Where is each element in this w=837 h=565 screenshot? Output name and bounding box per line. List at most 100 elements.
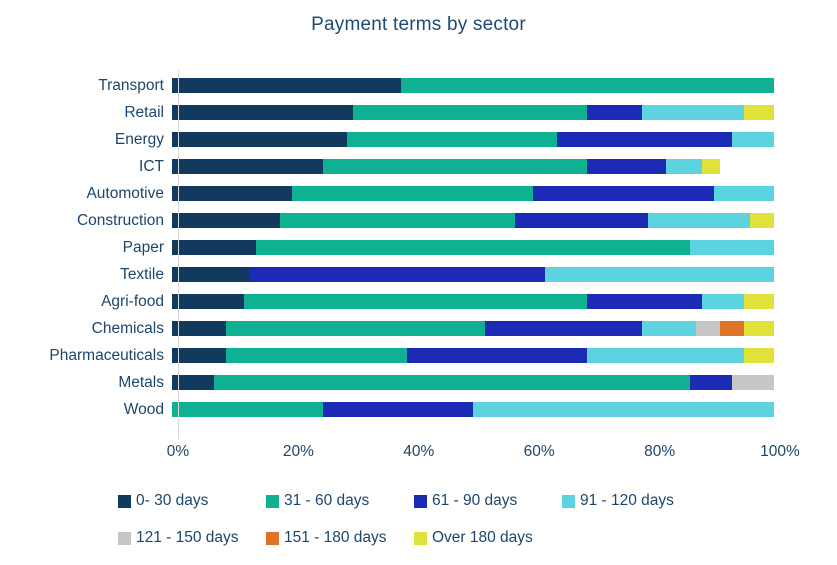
legend-item: 151 - 180 days <box>266 529 414 547</box>
chart-row: Retail <box>0 99 780 126</box>
category-label: Metals <box>118 373 164 391</box>
chart-row: Pharmaceuticals <box>0 342 780 369</box>
bar-segment <box>250 267 546 282</box>
bar-track <box>172 105 774 120</box>
legend-item: 121 - 150 days <box>118 529 266 547</box>
x-tick-label: 20% <box>282 443 314 460</box>
bar-segment <box>701 159 720 174</box>
bar-track <box>172 294 774 309</box>
bar-segment <box>244 294 588 309</box>
bar-segment <box>533 186 714 201</box>
bar-segment <box>172 159 323 174</box>
chart-row: Agri-food <box>0 288 780 315</box>
bar-track <box>172 267 774 282</box>
bar-segment <box>743 294 774 309</box>
chart-row: Automotive <box>0 180 780 207</box>
bar-segment <box>719 321 744 336</box>
chart-title: Payment terms by sector <box>311 14 526 35</box>
chart-row: Wood <box>0 396 780 423</box>
bar-segment <box>647 213 750 228</box>
bar-segment <box>557 132 732 147</box>
bar-segment <box>689 240 774 255</box>
category-label: Automotive <box>86 184 164 202</box>
bar-segment <box>280 213 516 228</box>
x-axis: 0% 20% 40% 60% 80% 100% <box>167 443 800 463</box>
legend-row-2: 121 - 150 days 151 - 180 days Over 180 day… <box>118 529 562 547</box>
bar-segment <box>400 78 774 93</box>
legend-label: Over 180 days <box>432 529 533 546</box>
bar-segment <box>172 321 227 336</box>
bar-segment <box>587 348 744 363</box>
bar-segment <box>473 402 774 417</box>
category-label: Construction <box>76 211 164 229</box>
bar-segment <box>743 105 774 120</box>
bar-segment <box>485 321 642 336</box>
legend-swatch <box>266 531 279 545</box>
x-tick-label: 60% <box>523 443 555 460</box>
bar-segment <box>731 132 774 147</box>
bar-segment <box>406 348 588 363</box>
legend-item: 61 - 90 days <box>414 492 562 510</box>
bar-track <box>172 402 774 417</box>
bar-segment <box>172 375 215 390</box>
legend-label: 91 - 120 days <box>580 492 674 509</box>
bar-segment <box>352 105 588 120</box>
bar-segment <box>346 132 558 147</box>
category-label: Paper <box>122 238 164 256</box>
legend-swatch <box>118 531 131 545</box>
bar-track <box>172 240 774 255</box>
x-tick-label: 80% <box>644 443 676 460</box>
bar-segment <box>256 240 690 255</box>
bar-segment <box>695 321 720 336</box>
bar-track <box>172 348 774 363</box>
bar-segment <box>292 186 534 201</box>
bar-segment <box>701 294 744 309</box>
chart-row: ICT <box>0 153 780 180</box>
bar-segment <box>545 267 774 282</box>
legend-label: 121 - 150 days <box>136 529 239 546</box>
bar-segment <box>713 186 774 201</box>
bar-segment <box>749 213 774 228</box>
bar-segment <box>172 267 251 282</box>
bar-segment <box>214 375 690 390</box>
bar-segment <box>587 159 666 174</box>
bar-segment <box>172 186 293 201</box>
legend-item: Over 180 days <box>414 529 562 547</box>
legend-swatch <box>562 494 575 508</box>
bar-segment <box>641 105 744 120</box>
bar-segment <box>172 105 353 120</box>
bar-track <box>172 186 774 201</box>
bar-segment <box>172 402 323 417</box>
category-label: Pharmaceuticals <box>49 346 164 364</box>
category-label: Textile <box>120 265 164 283</box>
bar-segment <box>641 321 696 336</box>
legend-label: 151 - 180 days <box>284 529 387 546</box>
chart-row: Metals <box>0 369 780 396</box>
legend-item: 31 - 60 days <box>266 492 414 510</box>
bar-segment <box>322 159 588 174</box>
bar-segment <box>226 321 486 336</box>
category-label: Agri-food <box>101 292 164 310</box>
bar-track <box>172 159 774 174</box>
category-label: Energy <box>114 130 164 148</box>
x-tick-label: 40% <box>403 443 435 460</box>
bar-segment <box>172 213 281 228</box>
chart-row: Textile <box>0 261 780 288</box>
x-tick-label: 100% <box>760 443 800 460</box>
legend-row-1: 0- 30 days 31 - 60 days 61 - 90 days 91 - 1… <box>118 492 710 510</box>
legend-label: 61 - 90 days <box>432 492 518 509</box>
chart-row: Transport <box>0 72 780 99</box>
bar-segment <box>172 240 257 255</box>
bar-segment <box>587 105 642 120</box>
category-label: Retail <box>124 103 164 121</box>
legend-swatch <box>266 494 279 508</box>
category-label: Transport <box>98 76 164 94</box>
bar-segment <box>731 375 774 390</box>
bar-track <box>172 78 774 93</box>
bar-track <box>172 321 774 336</box>
bar-segment <box>515 213 648 228</box>
legend-swatch <box>414 531 427 545</box>
legend-label: 31 - 60 days <box>284 492 370 509</box>
bar-segment <box>322 402 473 417</box>
